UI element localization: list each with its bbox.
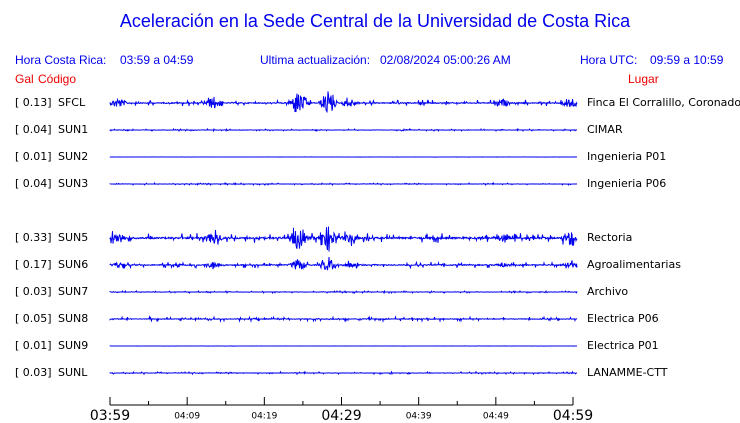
station-code: SUN7 (58, 285, 88, 298)
station-place: Ingenieria P01 (587, 150, 666, 163)
trace (109, 127, 577, 133)
station-code: SUN1 (58, 123, 88, 136)
title: Aceleración en la Sede Central de la Uni… (120, 11, 631, 31)
trace (109, 370, 578, 376)
time-label: 04:09 (174, 412, 200, 422)
utc-label: Hora UTC: (580, 53, 637, 67)
station-code: SUN2 (58, 150, 88, 163)
local-range: 03:59 a 04:59 (120, 53, 194, 67)
station-code: SUN6 (58, 258, 88, 271)
station-place: Ingenieria P06 (587, 177, 666, 190)
station-place: Agroalimentarias (587, 258, 681, 271)
station-place: LANAMME-CTT (587, 366, 668, 379)
station-place: Finca El Corralillo, Coronado (587, 96, 740, 109)
trace (109, 181, 578, 187)
update-label: Ultima actualización: (260, 53, 370, 67)
update-time: 02/08/2024 05:00:26 AM (380, 53, 511, 67)
station-code: SUN8 (58, 312, 88, 325)
station-place: CIMAR (587, 123, 623, 136)
time-label: 04:29 (321, 408, 361, 423)
gal-value: [ 0.03] (15, 285, 52, 298)
time-label: 04:19 (251, 412, 277, 422)
station-code: SUN9 (58, 339, 88, 352)
trace (109, 289, 578, 295)
gal-value: [ 0.03] (15, 366, 52, 379)
trace (109, 91, 578, 113)
time-label: 04:39 (406, 412, 432, 422)
local-label: Hora Costa Rica: (15, 53, 106, 67)
station-code: SUN3 (58, 177, 88, 190)
gal-value: [ 0.01] (15, 339, 52, 352)
station-place: Electrica P06 (587, 312, 659, 325)
gal-value: [ 0.01] (15, 150, 52, 163)
station-place: Electrica P01 (587, 339, 659, 352)
time-label: 04:49 (483, 412, 509, 422)
station-code: SUNL (58, 366, 88, 379)
code-heading: Código (38, 72, 76, 86)
gal-value: [ 0.33] (15, 231, 52, 244)
station-code: SFCL (58, 96, 86, 109)
place-heading: Lugar (628, 72, 659, 86)
station-place: Archivo (587, 285, 628, 298)
gal-value: [ 0.13] (15, 96, 52, 109)
gal-value: [ 0.17] (15, 258, 52, 271)
utc-range: 09:59 a 10:59 (650, 53, 724, 67)
trace (109, 257, 578, 271)
trace (109, 315, 578, 323)
gal-value: [ 0.04] (15, 177, 52, 190)
station-code: SUN5 (58, 231, 88, 244)
gal-heading: Gal (15, 72, 34, 86)
gal-value: [ 0.04] (15, 123, 52, 136)
gal-value: [ 0.05] (15, 312, 52, 325)
trace (109, 226, 578, 252)
time-label: 03:59 (90, 408, 130, 423)
time-label: 04:59 (553, 408, 593, 423)
station-place: Rectoria (587, 231, 632, 244)
